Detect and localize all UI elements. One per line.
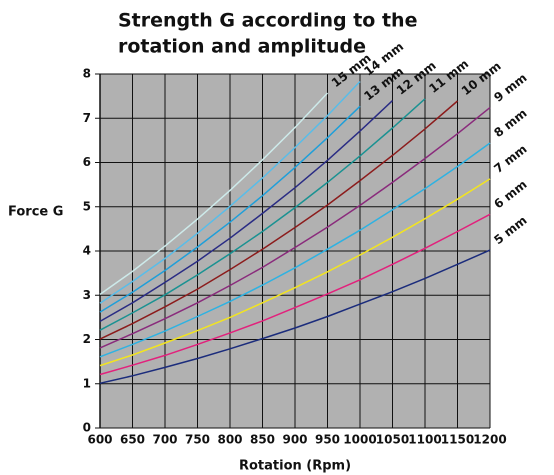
x-tick-label: 800 [217,433,242,447]
x-tick-label: 750 [185,433,210,447]
series-label: 9 mm [491,71,529,105]
series-line [99,142,491,358]
x-tick-label: 1200 [473,433,506,447]
y-tick-label: 5 [83,199,91,213]
y-tick-label: 3 [83,288,91,302]
y-axis-label: Force G [8,205,63,220]
x-tick-label: 650 [120,433,145,447]
series-line [99,213,491,376]
series-line [99,80,361,304]
series-line [99,98,426,331]
y-tick-label: 1 [83,376,91,390]
y-tick-label: 0 [83,421,91,435]
chart-title: Strength G according to the [118,10,417,32]
series-line [99,92,329,296]
x-tick-label: 1050 [376,433,409,447]
x-tick-label: 1150 [441,433,474,447]
series-line [99,178,491,367]
x-tick-label: 900 [282,433,307,447]
x-tick-label: 850 [250,433,275,447]
x-tick-label: 1000 [343,433,376,447]
series-label: 6 mm [491,177,529,211]
series-line [99,105,361,313]
y-tick-label: 8 [83,67,91,81]
y-tick-label: 4 [83,244,91,258]
series-line [99,107,491,349]
x-tick-label: 950 [315,433,340,447]
series-label: 8 mm [491,106,529,140]
series-line [99,100,458,340]
series-label: 7 mm [491,142,529,176]
chart-title: rotation and amplitude [118,36,366,58]
x-axis-label: Rotation (Rpm) [239,459,351,474]
x-tick-label: 700 [152,433,177,447]
y-tick-label: 7 [83,111,91,125]
series-line [99,249,491,385]
y-tick-label: 6 [83,155,91,169]
x-tick-label: 1100 [408,433,441,447]
series-line [99,100,394,323]
series-label: 5 mm [491,213,529,247]
x-tick-label: 600 [87,433,112,447]
y-tick-label: 2 [83,332,91,346]
